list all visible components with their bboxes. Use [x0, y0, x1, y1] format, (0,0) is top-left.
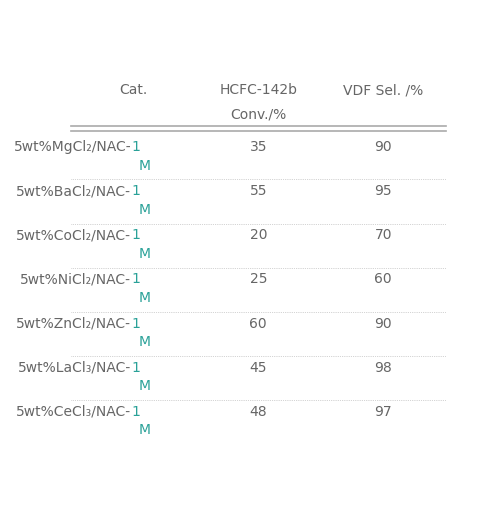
Text: M: M	[139, 247, 151, 261]
Text: 1: 1	[132, 272, 140, 287]
Text: 20: 20	[249, 228, 267, 242]
Text: M: M	[139, 423, 151, 437]
Text: 97: 97	[374, 405, 392, 419]
Text: 1: 1	[132, 184, 140, 198]
Text: 5wt%NiCl₂/NAC-: 5wt%NiCl₂/NAC-	[20, 272, 132, 287]
Text: 5wt%CeCl₃/NAC-: 5wt%CeCl₃/NAC-	[16, 405, 132, 419]
Text: 5wt%CoCl₂/NAC-: 5wt%CoCl₂/NAC-	[16, 228, 132, 242]
Text: 1: 1	[132, 360, 140, 375]
Text: 1: 1	[132, 405, 140, 419]
Text: 35: 35	[249, 140, 267, 154]
Text: M: M	[139, 335, 151, 349]
Text: 5wt%ZnCl₂/NAC-: 5wt%ZnCl₂/NAC-	[16, 316, 132, 331]
Text: 90: 90	[374, 316, 392, 331]
Text: 1: 1	[132, 140, 140, 154]
Text: 95: 95	[374, 184, 392, 198]
Text: 60: 60	[249, 316, 267, 331]
Text: 98: 98	[374, 360, 392, 375]
Text: 60: 60	[374, 272, 392, 287]
Text: VDF Sel. /%: VDF Sel. /%	[343, 83, 423, 97]
Text: 48: 48	[249, 405, 267, 419]
Text: 55: 55	[249, 184, 267, 198]
Text: 1: 1	[132, 316, 140, 331]
Text: Conv./%: Conv./%	[230, 108, 286, 121]
Text: M: M	[139, 159, 151, 173]
Text: Cat.: Cat.	[119, 83, 148, 97]
Text: M: M	[139, 203, 151, 217]
Text: 90: 90	[374, 140, 392, 154]
Text: 45: 45	[249, 360, 267, 375]
Text: HCFC-142b: HCFC-142b	[219, 83, 297, 97]
Text: 5wt%MgCl₂/NAC-: 5wt%MgCl₂/NAC-	[14, 140, 132, 154]
Text: 1: 1	[132, 228, 140, 242]
Text: M: M	[139, 379, 151, 393]
Text: 5wt%BaCl₂/NAC-: 5wt%BaCl₂/NAC-	[16, 184, 132, 198]
Text: 70: 70	[374, 228, 392, 242]
Text: M: M	[139, 291, 151, 305]
Text: 25: 25	[249, 272, 267, 287]
Text: 5wt%LaCl₃/NAC-: 5wt%LaCl₃/NAC-	[18, 360, 132, 375]
